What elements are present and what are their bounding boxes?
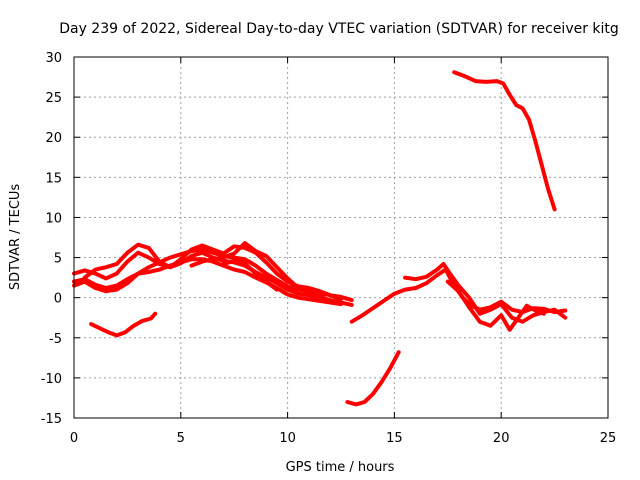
y-tick-label: -10 <box>41 372 62 387</box>
x-tick-label: 0 <box>70 431 78 446</box>
series-line-arc-10 <box>403 262 568 324</box>
chart-title: Day 239 of 2022, Sidereal Day-to-day VTE… <box>59 21 619 37</box>
y-tick-label: 30 <box>45 51 62 66</box>
series-line-arc-6 <box>221 258 279 292</box>
x-tick-label: 10 <box>279 431 296 446</box>
y-tick-label: -5 <box>49 332 62 347</box>
series-line-arc-7 <box>89 311 158 338</box>
series-line-arc-8 <box>345 350 401 407</box>
y-tick-label: 5 <box>54 252 62 267</box>
y-tick-label: 0 <box>54 292 62 307</box>
y-tick-label: 25 <box>45 91 62 106</box>
x-tick-label: 5 <box>177 431 185 446</box>
y-tick-label: 10 <box>45 211 62 226</box>
y-tick-label: 20 <box>45 131 62 146</box>
x-tick-label: 20 <box>493 431 510 446</box>
series-line-arc-5 <box>189 241 333 303</box>
plot-frame <box>73 56 609 419</box>
data-series <box>72 70 568 407</box>
series-line-arc-11 <box>445 279 546 332</box>
x-tick-label: 15 <box>386 431 403 446</box>
y-tick-label: 15 <box>45 171 62 186</box>
x-axis-title: GPS time / hours <box>286 460 395 475</box>
y-tick-label: -15 <box>41 412 62 427</box>
axis-ticks: 0 5 10 15 20 25 -15 -10 -5 0 5 10 15 20 25 30 <box>41 51 617 446</box>
y-axis-title: SDTVAR / TECUs <box>8 184 23 291</box>
series-line-arc-12 <box>452 70 557 212</box>
x-tick-label: 25 <box>600 431 617 446</box>
